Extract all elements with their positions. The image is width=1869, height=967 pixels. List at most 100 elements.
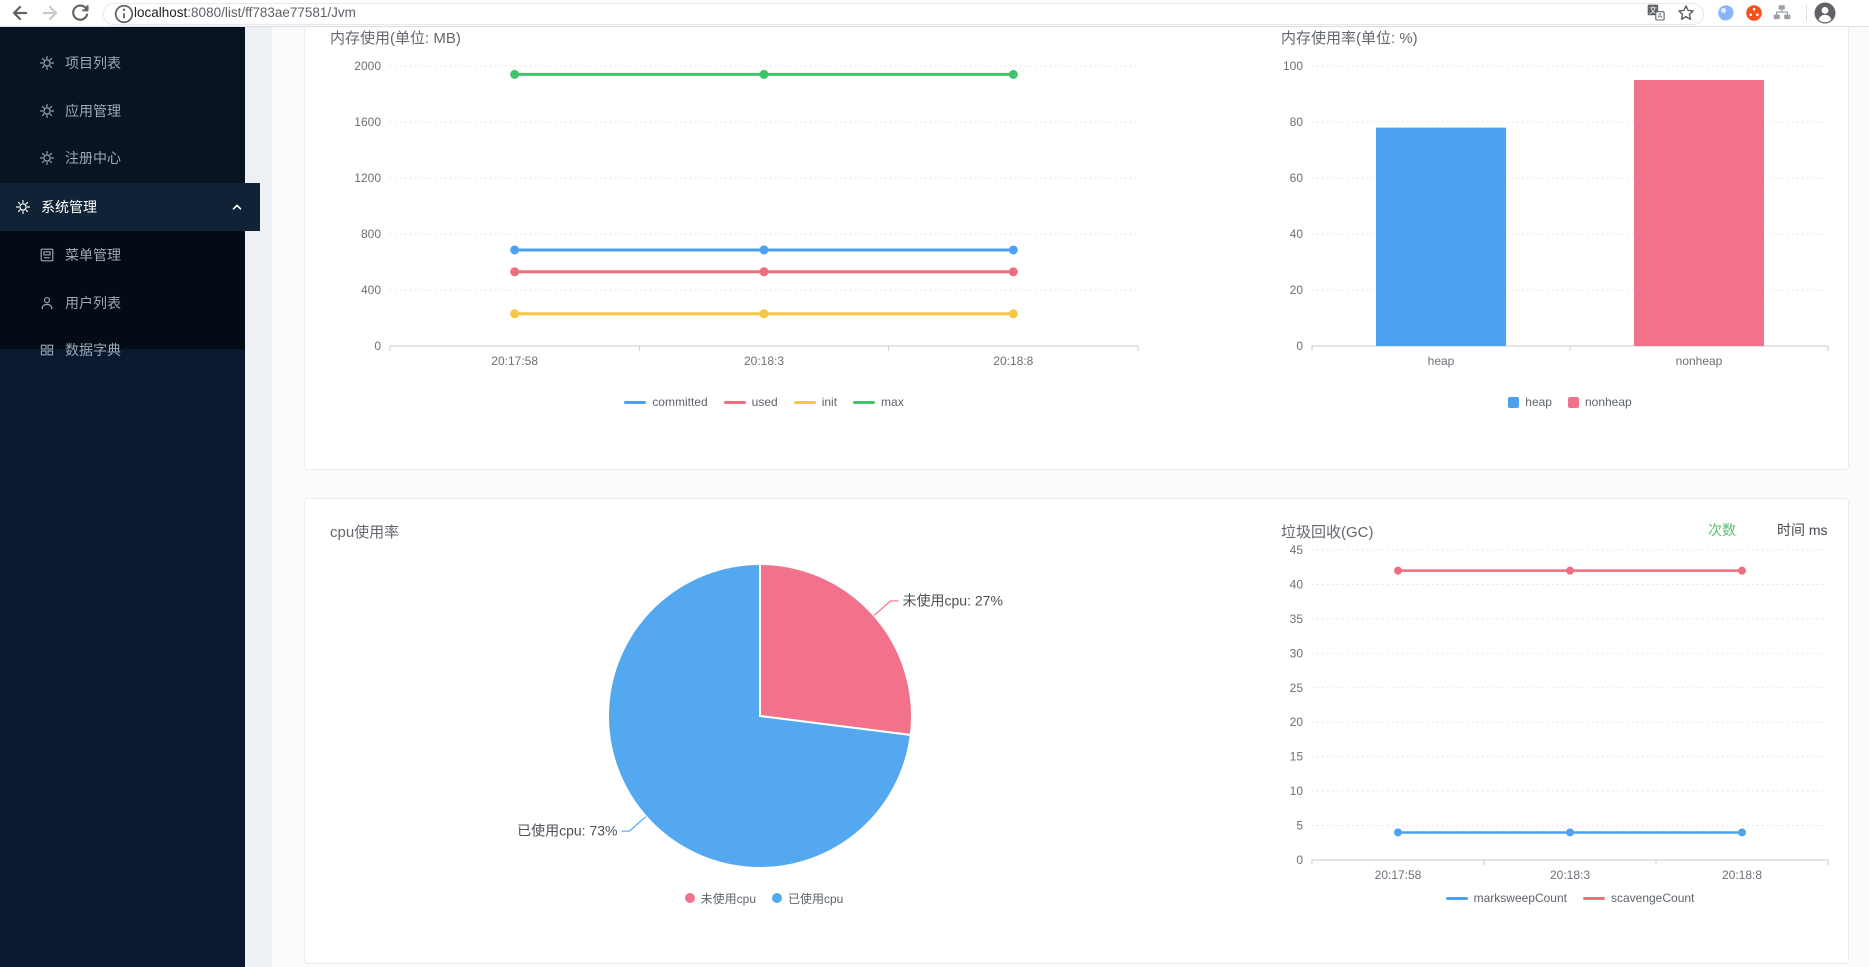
gc-line-chart[interactable]: 0 5 10 15 20 25 30 35 40 45 20:17:58 20:18:3 20:18:8	[1250, 498, 1869, 962]
svg-text:1600: 1600	[354, 115, 381, 129]
gc-toggle-time[interactable]: 时间 ms	[1777, 522, 1828, 538]
sidebar-nav: 项目列表 应用管理 注册中心 系统管理 菜单管理	[0, 26, 260, 967]
sidebar-item-label: 菜单管理	[65, 247, 121, 263]
svg-text:60: 60	[1290, 171, 1304, 185]
legend-swatch	[624, 400, 647, 404]
svg-text:20:18:3: 20:18:3	[744, 354, 784, 368]
svg-text:nonheap: nonheap	[1676, 354, 1723, 368]
legend-item[interactable]: scavengeCount	[1582, 891, 1695, 905]
sidebar-item-label: 系统管理	[41, 199, 97, 215]
svg-text:未使用cpu: 27%: 未使用cpu: 27%	[903, 592, 1003, 608]
legend-swatch	[1508, 396, 1520, 408]
svg-text:45: 45	[1290, 543, 1304, 557]
memory-rate-chart-title: 内存使用率(单位: %)	[1281, 30, 1418, 47]
toolbar-separator	[1806, 5, 1807, 21]
bookmark-star-icon[interactable]	[1676, 3, 1696, 23]
extension-sitemap-icon[interactable]	[1772, 3, 1792, 23]
forward-icon[interactable]	[38, 1, 62, 25]
legend-label: used	[751, 395, 778, 409]
svg-text:25: 25	[1290, 681, 1304, 695]
sidebar-item-system-management[interactable]: 系统管理	[0, 183, 260, 231]
memory-chart-title: 内存使用(单位: MB)	[330, 30, 461, 47]
sidebar-item-label: 用户列表	[65, 295, 121, 311]
cpu-usage-pie-chart[interactable]: 未使用cpu: 27% 已使用cpu: 73%	[304, 498, 1164, 962]
svg-text:20: 20	[1290, 715, 1304, 729]
svg-text:35: 35	[1290, 612, 1304, 626]
legend-item[interactable]: max	[853, 395, 904, 409]
legend-label: scavengeCount	[1610, 891, 1695, 905]
sidebar-content-gap	[245, 26, 272, 967]
sidebar-item-label: 应用管理	[65, 103, 121, 119]
legend-item[interactable]: 未使用cpu	[684, 890, 756, 907]
legend-label: 未使用cpu	[700, 891, 756, 906]
back-icon[interactable]	[8, 1, 32, 25]
legend-item[interactable]: init	[793, 395, 837, 409]
reload-icon[interactable]	[68, 1, 92, 25]
svg-text:40: 40	[1290, 227, 1304, 241]
sidebar-item-menu-management[interactable]: 菜单管理	[0, 231, 284, 279]
sidebar-item-registry-center[interactable]: 注册中心	[0, 134, 284, 182]
memory-card	[304, 14, 1849, 470]
svg-text:0: 0	[374, 339, 381, 353]
gear-icon	[40, 151, 54, 165]
sidebar-item-data-dictionary[interactable]: 数据字典	[0, 326, 284, 374]
legend-item[interactable]: used	[723, 395, 778, 409]
svg-text:5: 5	[1296, 819, 1303, 833]
svg-text:1200: 1200	[354, 171, 381, 185]
sidebar-item-label: 项目列表	[65, 55, 121, 71]
memory-chart-legend: committed used init max	[390, 394, 1138, 410]
sidebar-item-project-list[interactable]: 项目列表	[0, 39, 284, 87]
sidebar-item-label: 注册中心	[65, 150, 121, 166]
extension-blue-icon[interactable]	[1716, 3, 1736, 23]
profile-avatar-icon[interactable]	[1814, 2, 1836, 24]
svg-text:30: 30	[1290, 646, 1304, 660]
svg-text:15: 15	[1290, 750, 1304, 764]
memory-rate-chart-legend: heap nonheap	[1312, 394, 1828, 410]
svg-text:A: A	[1657, 11, 1662, 20]
gc-unit-toggle: 次数 时间 ms	[1708, 520, 1828, 540]
gear-icon	[40, 104, 54, 118]
translate-icon[interactable]: 文 A	[1646, 3, 1666, 23]
legend-swatch	[1582, 896, 1605, 900]
legend-swatch	[684, 893, 695, 903]
browser-toolbar: localhost:8080/list/ff783ae77581/Jvm 文 A	[0, 0, 1869, 27]
legend-swatch	[723, 400, 746, 404]
svg-text:10: 10	[1290, 784, 1304, 798]
gc-chart-legend: marksweepCount scavengeCount	[1312, 890, 1828, 906]
legend-swatch	[793, 400, 816, 404]
legend-label: marksweepCount	[1473, 891, 1567, 905]
legend-item[interactable]: 已使用cpu	[772, 890, 843, 907]
legend-swatch	[772, 893, 782, 903]
svg-text:2000: 2000	[354, 59, 381, 73]
legend-item[interactable]: nonheap	[1567, 395, 1632, 409]
svg-text:20:18:3: 20:18:3	[1550, 868, 1590, 882]
svg-text:20:18:8: 20:18:8	[993, 354, 1033, 368]
legend-label: max	[881, 395, 904, 409]
legend-item[interactable]: heap	[1508, 395, 1552, 409]
cpu-chart-legend: 未使用cpu 已使用cpu	[390, 890, 1138, 906]
legend-item[interactable]: committed	[624, 395, 708, 409]
user-icon	[41, 297, 53, 310]
site-info-icon[interactable]	[112, 2, 136, 26]
extension-orange-icon[interactable]	[1744, 3, 1764, 23]
memory-usage-line-chart[interactable]: 0 400 800 1200 1600 2000 20:17:58 20:18:3 20:18:…	[304, 14, 1164, 468]
gc-toggle-count[interactable]: 次数	[1708, 522, 1736, 538]
url-bar[interactable]	[103, 3, 1704, 25]
legend-label: nonheap	[1584, 395, 1632, 409]
legend-label: 已使用cpu	[788, 891, 844, 906]
svg-text:20:18:8: 20:18:8	[1722, 868, 1762, 882]
sidebar-item-app-management[interactable]: 应用管理	[0, 87, 284, 135]
svg-text:已使用cpu: 73%: 已使用cpu: 73%	[517, 823, 617, 839]
legend-item[interactable]: marksweepCount	[1445, 891, 1567, 905]
svg-text:400: 400	[361, 283, 381, 297]
legend-swatch	[1567, 396, 1579, 408]
memory-usage-rate-bar-chart[interactable]: 0 20 40 60 80 100 heap nonheap	[1250, 14, 1869, 468]
cpu-gc-card	[304, 498, 1849, 964]
grid-icon	[40, 344, 54, 356]
sidebar-item-user-list[interactable]: 用户列表	[0, 279, 284, 327]
url-text: localhost:8080/list/ff783ae77581/Jvm	[134, 5, 356, 20]
svg-text:heap: heap	[1428, 354, 1455, 368]
sidebar-top-zone	[0, 26, 245, 205]
gear-icon	[40, 56, 54, 70]
svg-text:40: 40	[1290, 577, 1304, 591]
